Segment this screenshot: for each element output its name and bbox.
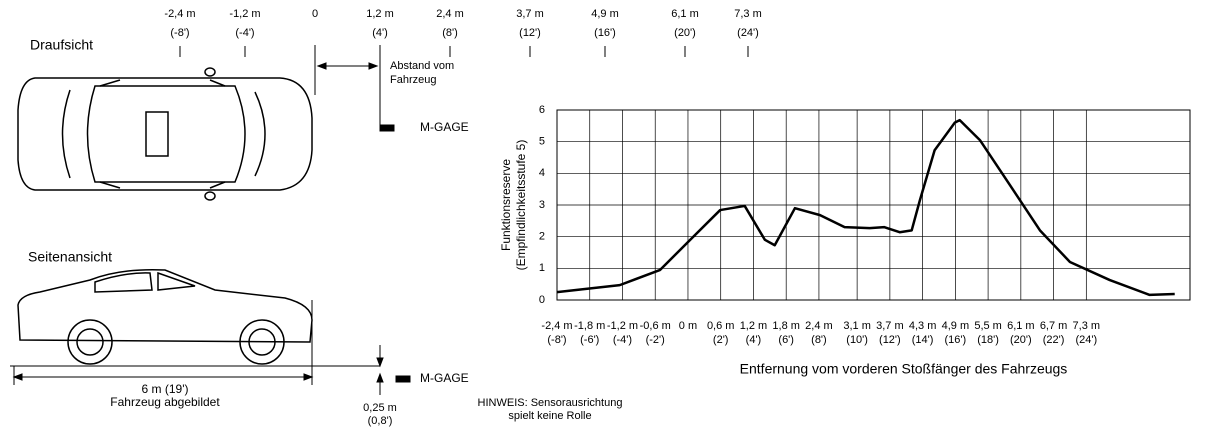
x-tick-label: 4,3 m <box>909 320 937 332</box>
y-tick-label: 1 <box>539 262 545 274</box>
y-tick-label: 2 <box>539 231 545 243</box>
scale-label: 3,7 m <box>516 8 544 20</box>
scale-label: 0 <box>312 8 318 20</box>
y-axis-label: Funktionsreserve <box>499 159 513 251</box>
x-tick-label: 3,7 m <box>876 320 904 332</box>
x-tick-label: 1,2 m <box>740 320 768 332</box>
x-tick-label: 4,9 m <box>942 320 970 332</box>
x-tick-label: -2,4 m <box>541 320 572 332</box>
y-tick-label: 6 <box>539 104 545 116</box>
x-tick-label: 0 m <box>679 320 697 332</box>
x-tick-label: 5,5 m <box>974 320 1002 332</box>
data-line <box>557 120 1175 295</box>
scale-label: -2,4 m <box>164 8 195 20</box>
scale-label: (24') <box>737 27 759 39</box>
scale-label: 6,1 m <box>671 8 699 20</box>
vehicle-caption: Fahrzeug abgebildet <box>110 395 220 409</box>
top-view-title: Draufsicht <box>30 37 93 53</box>
x-tick-label: 7,3 m <box>1073 320 1101 332</box>
side-view-title: Seitenansicht <box>28 249 112 265</box>
x-tick-label: (10') <box>846 334 868 346</box>
x-axis-label: Entfernung vom vorderen Stoßfänger des F… <box>740 361 1068 377</box>
scale-label: 2,4 m <box>436 8 464 20</box>
x-tick-label: (-4') <box>613 334 632 346</box>
x-tick-label: 6,1 m <box>1007 320 1035 332</box>
scale-label: 4,9 m <box>591 8 619 20</box>
x-tick-label: (-6') <box>580 334 599 346</box>
scale-label: (4') <box>372 27 388 39</box>
x-tick-label: 6,7 m <box>1040 320 1068 332</box>
x-tick-label: (8') <box>811 334 827 346</box>
y-tick-label: 0 <box>539 294 545 306</box>
y-axis-label: (Empfindlichkeitsstufe 5) <box>514 140 528 271</box>
x-tick-label: 2,4 m <box>805 320 833 332</box>
distance-label: Abstand vom <box>390 60 454 72</box>
x-tick-label: (4') <box>746 334 762 346</box>
x-tick-label: (12') <box>879 334 901 346</box>
scale-label: (20') <box>674 27 696 39</box>
x-tick-label: (6') <box>778 334 794 346</box>
x-tick-label: (20') <box>1010 334 1032 346</box>
x-tick-label: (16') <box>945 334 967 346</box>
x-tick-label: -1,8 m <box>574 320 605 332</box>
x-tick-label: (18') <box>977 334 999 346</box>
x-tick-label: 3,1 m <box>843 320 871 332</box>
y-tick-label: 3 <box>539 199 545 211</box>
note: HINWEIS: Sensorausrichtung <box>478 397 623 409</box>
car-side-view <box>10 270 380 366</box>
scale-label: (-4') <box>235 27 254 39</box>
x-tick-label: (2') <box>713 334 729 346</box>
x-tick-label: (22') <box>1043 334 1065 346</box>
sensor-height: (0,8') <box>368 415 393 427</box>
scale-label: (-8') <box>170 27 189 39</box>
note: spielt keine Rolle <box>508 410 591 422</box>
y-tick-label: 4 <box>539 167 545 179</box>
vehicle-length: 6 m (19') <box>142 382 189 396</box>
x-tick-label: 1,8 m <box>772 320 800 332</box>
car-top-view <box>18 68 312 200</box>
scale-label: 1,2 m <box>366 8 394 20</box>
x-tick-label: -0,6 m <box>640 320 671 332</box>
scale-label: -1,2 m <box>229 8 260 20</box>
x-tick-label: (14') <box>912 334 934 346</box>
x-tick-label: (-2') <box>646 334 665 346</box>
sensor-height: 0,25 m <box>363 402 397 414</box>
x-tick-label: 0,6 m <box>707 320 735 332</box>
page: Draufsicht Seitenansicht Abstand vom Fah… <box>0 0 1220 432</box>
y-tick-label: 5 <box>539 136 545 148</box>
scale-label: (16') <box>594 27 616 39</box>
scale-label: 7,3 m <box>734 8 762 20</box>
x-tick-label: -1,2 m <box>607 320 638 332</box>
x-tick-label: (24') <box>1075 334 1097 346</box>
scale-label: (8') <box>442 27 458 39</box>
sensor-label: M-GAGE <box>420 371 469 385</box>
dimension-lines <box>14 45 410 395</box>
x-tick-label: (-8') <box>547 334 566 346</box>
sensor-label: M-GAGE <box>420 120 469 134</box>
distance-label: Fahrzeug <box>390 74 436 86</box>
scale-label: (12') <box>519 27 541 39</box>
